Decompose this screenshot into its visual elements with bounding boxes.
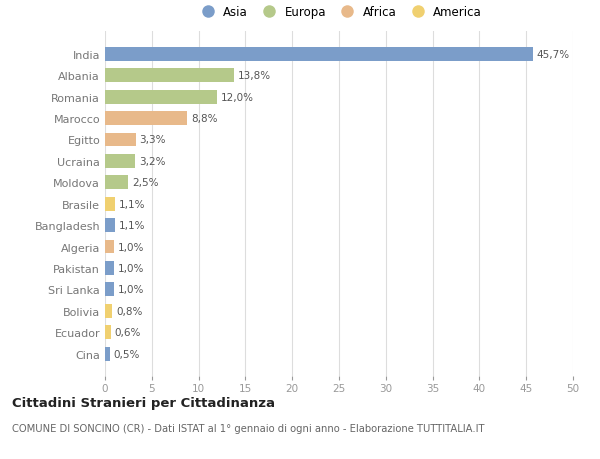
Text: 12,0%: 12,0%: [221, 92, 254, 102]
Bar: [105, 48, 533, 62]
Text: 1,0%: 1,0%: [118, 263, 145, 273]
Bar: [105, 112, 187, 126]
Text: 3,2%: 3,2%: [139, 157, 165, 167]
Text: 13,8%: 13,8%: [238, 71, 271, 81]
Bar: [105, 90, 217, 104]
Text: 45,7%: 45,7%: [536, 50, 569, 60]
Bar: [105, 283, 115, 297]
Bar: [105, 304, 112, 318]
Bar: [105, 176, 128, 190]
Bar: [105, 261, 115, 275]
Text: 2,5%: 2,5%: [132, 178, 158, 188]
Bar: [105, 155, 135, 168]
Text: 0,6%: 0,6%: [115, 327, 141, 337]
Bar: [105, 197, 115, 211]
Text: 0,5%: 0,5%: [113, 349, 140, 359]
Text: 8,8%: 8,8%: [191, 114, 218, 124]
Text: Cittadini Stranieri per Cittadinanza: Cittadini Stranieri per Cittadinanza: [12, 396, 275, 409]
Bar: [105, 325, 110, 339]
Bar: [105, 347, 110, 361]
Text: 1,1%: 1,1%: [119, 221, 146, 230]
Text: 1,0%: 1,0%: [118, 285, 145, 295]
Bar: [105, 218, 115, 233]
Text: 0,8%: 0,8%: [116, 306, 143, 316]
Text: 1,0%: 1,0%: [118, 242, 145, 252]
Text: 3,3%: 3,3%: [140, 135, 166, 145]
Bar: [105, 133, 136, 147]
Legend: Asia, Europa, Africa, America: Asia, Europa, Africa, America: [194, 4, 484, 21]
Text: COMUNE DI SONCINO (CR) - Dati ISTAT al 1° gennaio di ogni anno - Elaborazione TU: COMUNE DI SONCINO (CR) - Dati ISTAT al 1…: [12, 424, 485, 433]
Text: 1,1%: 1,1%: [119, 199, 146, 209]
Bar: [105, 240, 115, 254]
Bar: [105, 69, 234, 83]
